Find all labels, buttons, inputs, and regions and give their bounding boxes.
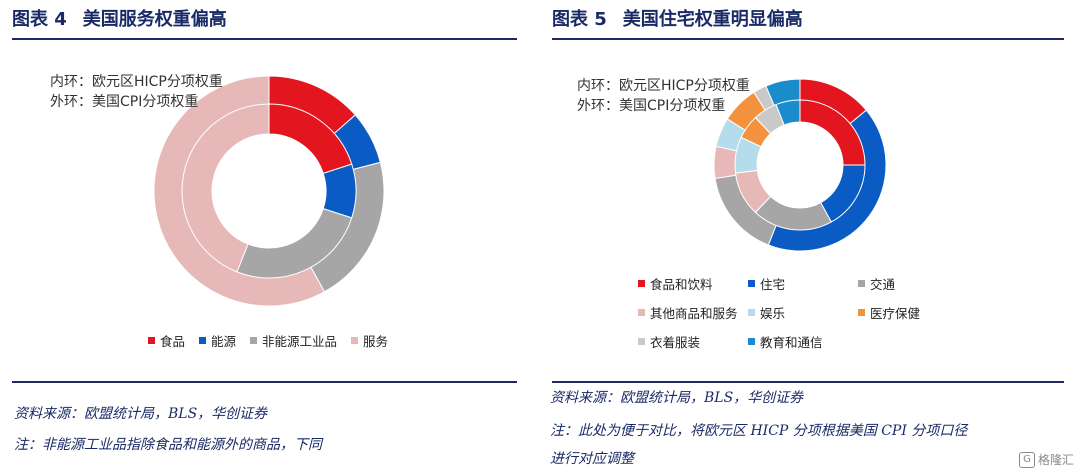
figure-5-title-text: 美国住宅权重明显偏高 — [622, 9, 803, 30]
figure-5-legend-label-5: 娱乐 — [760, 306, 786, 321]
figure-4-panel: 图表 4 美国服务权重偏高 食品能源非能源工业品服务食品能源非能源工业品服务 内环… — [0, 0, 535, 472]
figure-5-title: 图表 5 美国住宅权重明显偏高 — [552, 5, 803, 31]
figure-4-note: 注：非能源工业品指除食品和能源外的商品，下同 — [14, 437, 322, 453]
figure-4-legend-swatch-1 — [148, 337, 155, 344]
figure-5-legend-swatch-1 — [638, 280, 645, 287]
figure-5-note-line-1: 注：此处为便于对比，将欧元区 HICP 分项根据美国 CPI 分项口径 — [550, 423, 968, 439]
figure-4-legend-swatch-2 — [199, 337, 207, 344]
figure-5-legend-label-3: 交通 — [870, 277, 896, 292]
figure-5-legend-swatch-4 — [638, 309, 645, 316]
figure-5-source: 资料来源：欧盟统计局，BLS，华创证券 — [550, 390, 804, 406]
figure-5-legend-swatch-3 — [858, 280, 865, 287]
figure-5-legend-label-4: 其他商品和服务 — [650, 306, 738, 321]
figure-4-source: 资料来源：欧盟统计局，BLS，华创证券 — [14, 406, 268, 422]
figure-4-legend-swatch-3 — [250, 337, 258, 344]
figure-5-inner-slice-8: 教育和通信 — [775, 99, 801, 126]
figure-5-legend-label-7: 衣着服装 — [650, 335, 701, 350]
figure-5-legend-swatch-8 — [748, 338, 755, 345]
figure-4-legend-label-1: 食品 — [160, 334, 186, 349]
figure-5-legend-item-8: 教育和通信 — [748, 332, 858, 351]
figure-5-legend-item-7: 衣着服装 — [638, 332, 748, 351]
figure-5-legend-swatch-2 — [748, 280, 755, 287]
figure-4-ring-labels: 内环：欧元区HICP分项权重 外环：美国CPI分项权重 — [50, 72, 223, 112]
figure-5-note-line-2: 进行对应调整 — [550, 451, 634, 467]
figure-5-legend: 食品和饮料 住宅 交通其他商品和服务 娱乐 医疗保健衣着服装 教育和通信 — [638, 274, 968, 351]
figure-5-title-rule — [552, 38, 1064, 40]
figure-5-legend-swatch-7 — [638, 338, 645, 345]
figure-5-legend-item-1: 食品和饮料 — [638, 274, 748, 293]
figure-4-legend-label-2: 能源 — [211, 334, 237, 349]
watermark-text: 格隆汇 — [1037, 453, 1074, 467]
figure-4-inner-ring-label: 内环：欧元区HICP分项权重 — [50, 74, 223, 90]
figure-5-inner-ring-label: 内环：欧元区HICP分项权重 — [577, 78, 750, 94]
figure-5-outer-ring-label: 外环：美国CPI分项权重 — [577, 98, 726, 114]
figure-4-donut-chart: 食品能源非能源工业品服务食品能源非能源工业品服务 — [153, 75, 385, 307]
figure-5-bottom-rule — [552, 381, 1064, 383]
figure-4-legend-label-4: 服务 — [363, 334, 389, 349]
figure-4-outer-ring-label: 外环：美国CPI分项权重 — [50, 94, 199, 110]
figure-5-legend-item-5: 娱乐 — [748, 303, 858, 322]
figure-5-legend-label-8: 教育和通信 — [760, 335, 823, 350]
figure-4-number: 图表 4 — [12, 9, 67, 30]
figure-4-inner-slice-4: 服务 — [181, 103, 270, 273]
figure-5-legend-label-2: 住宅 — [760, 277, 786, 292]
figure-5-legend-label-1: 食品和饮料 — [650, 277, 713, 292]
figure-4-legend-label-3: 非能源工业品 — [262, 334, 338, 349]
figure-4-legend: 食品 能源 非能源工业品 服务 — [148, 331, 388, 350]
figure-4-legend-item-4: 服务 — [351, 331, 388, 350]
figure-5-number: 图表 5 — [552, 9, 607, 30]
figure-5-legend-swatch-6 — [858, 309, 865, 316]
figure-5-legend-item-4: 其他商品和服务 — [638, 303, 748, 322]
figure-4-legend-swatch-4 — [351, 337, 359, 344]
figure-5-donut-chart: 食品和饮料住宅交通其他商品和服务娱乐医疗保健衣着服装教育和通信食品和饮料住宅交通… — [713, 78, 887, 252]
figure-5-legend-label-6: 医疗保健 — [870, 306, 921, 321]
figure-4-legend-item-1: 食品 — [148, 331, 185, 350]
figure-5-legend-swatch-5 — [748, 309, 755, 316]
figure-4-title: 图表 4 美国服务权重偏高 — [12, 5, 227, 31]
figure-5-legend-item-3: 交通 — [858, 274, 968, 293]
figure-4-legend-item-3: 非能源工业品 — [250, 331, 337, 350]
figure-4-title-text: 美国服务权重偏高 — [82, 9, 227, 30]
figure-4-title-rule — [12, 38, 517, 40]
figure-4-bottom-rule — [12, 381, 517, 383]
figure-5-ring-labels: 内环：欧元区HICP分项权重 外环：美国CPI分项权重 — [577, 76, 750, 116]
figure-5-legend-item-6: 医疗保健 — [858, 303, 968, 322]
watermark-logo-icon: G — [1018, 451, 1035, 468]
watermark: G 格隆汇 — [1018, 451, 1074, 468]
figure-4-legend-item-2: 能源 — [199, 331, 236, 350]
figure-5-legend-item-2: 住宅 — [748, 274, 858, 293]
